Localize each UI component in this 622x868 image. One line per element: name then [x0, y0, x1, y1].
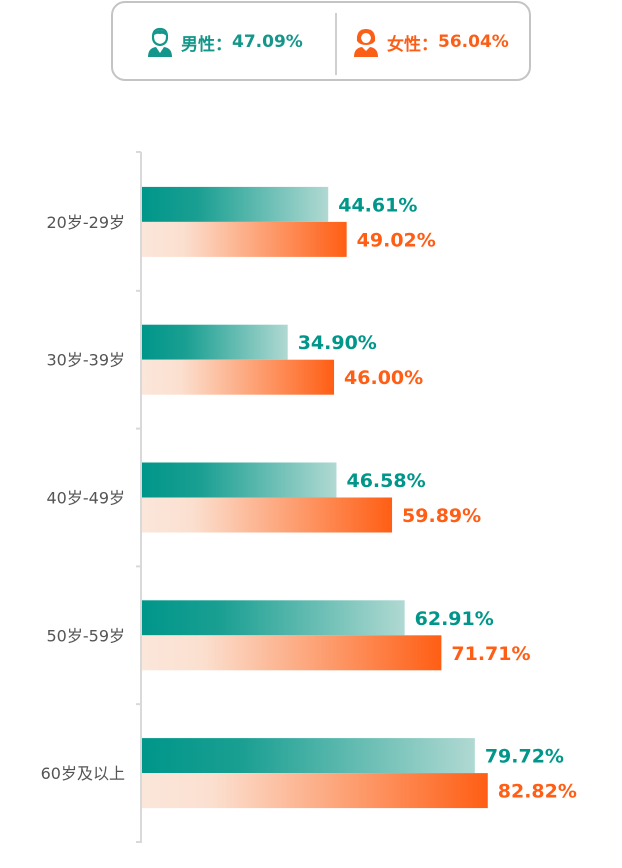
legend-divider [335, 13, 337, 75]
data-label-male: 44.61% [338, 194, 417, 216]
data-label-female: 71.71% [451, 643, 530, 665]
legend: 男性： 47.09% 女性： 56.04% [111, 1, 531, 81]
female-user-icon [354, 29, 378, 57]
data-label-female: 49.02% [357, 229, 436, 251]
data-label-male: 34.90% [298, 332, 377, 354]
bar-female [142, 635, 442, 671]
legend-male: 男性： 47.09% [147, 27, 303, 57]
category-label: 60岁及以上 [41, 764, 125, 783]
data-label-female: 82.82% [498, 781, 577, 803]
data-label-male: 46.58% [346, 470, 425, 492]
category-label: 40岁-49岁 [47, 489, 126, 508]
legend-female: 女性： 56.04% [353, 27, 509, 57]
legend-female-value: 56.04% [438, 32, 509, 52]
bar-female [142, 221, 347, 257]
bar-female [142, 773, 488, 809]
category-label: 50岁-59岁 [47, 626, 126, 645]
data-label-female: 46.00% [344, 367, 423, 389]
bar-male [142, 324, 288, 360]
bar-male [142, 600, 405, 636]
data-label-female: 59.89% [402, 505, 481, 527]
bar-female [142, 359, 335, 395]
category-label: 30岁-39岁 [47, 351, 126, 370]
bar-male [142, 186, 329, 222]
bar-female [142, 497, 393, 533]
legend-male-label: 男性： [181, 34, 232, 55]
legend-male-value: 47.09% [232, 32, 303, 52]
bar-male [142, 738, 475, 774]
data-label-male: 79.72% [485, 746, 564, 768]
data-label-male: 62.91% [415, 608, 494, 630]
male-user-icon [148, 27, 172, 57]
category-label: 20岁-29岁 [47, 213, 126, 232]
legend-female-label: 女性： [387, 34, 438, 55]
bar-male [142, 462, 337, 498]
